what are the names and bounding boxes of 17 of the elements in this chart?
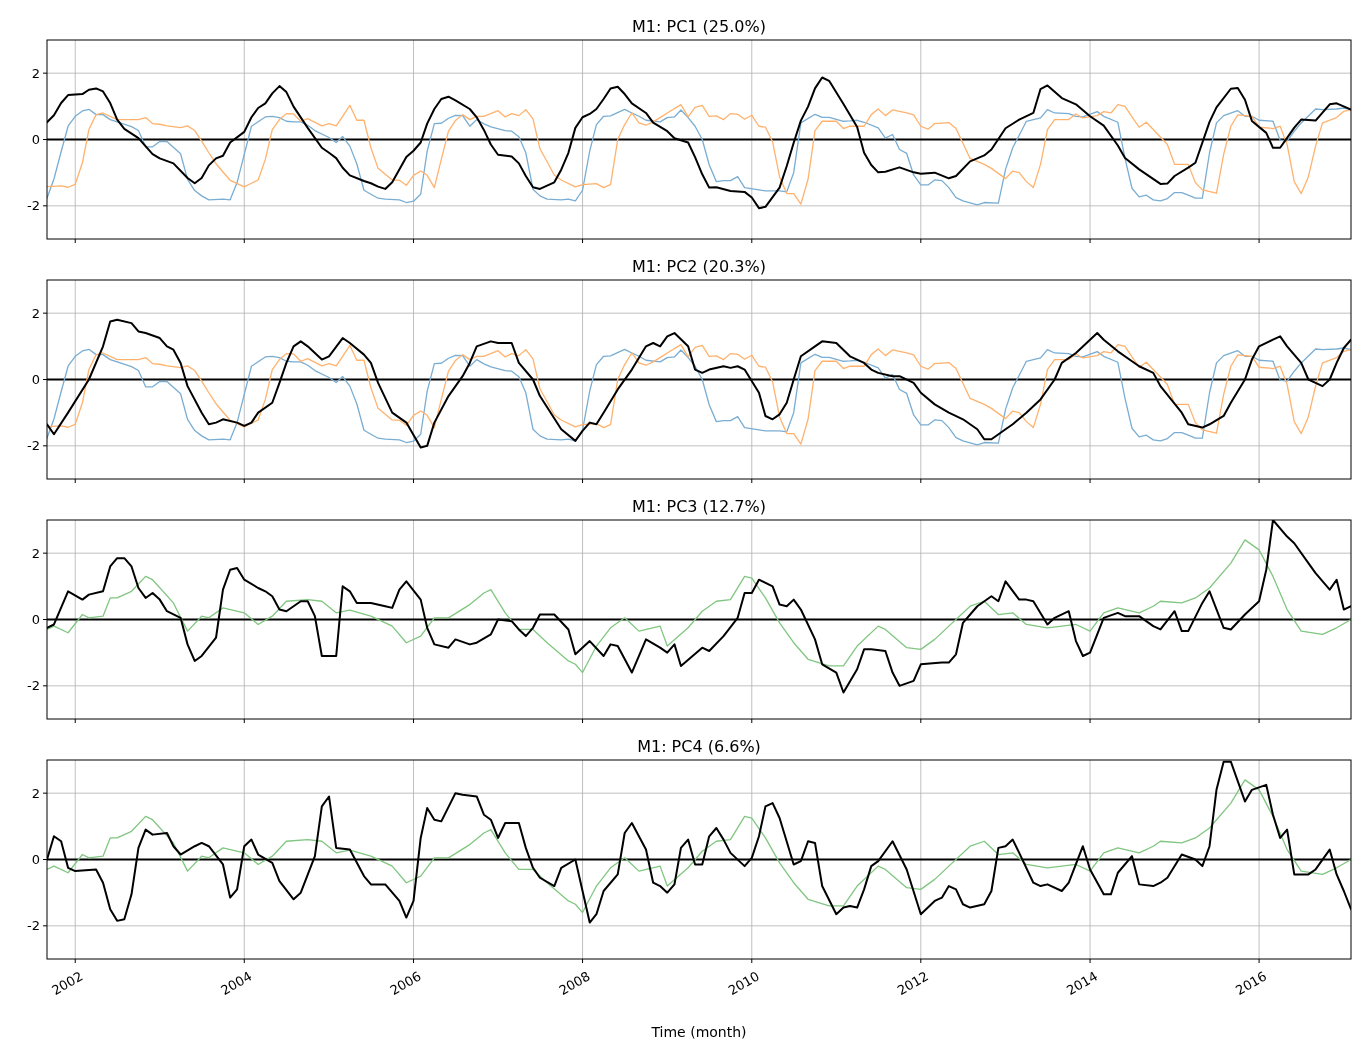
y-tick-label: 2 (31, 305, 40, 321)
y-tick-label: 0 (31, 852, 40, 868)
chart-title: M1: PC1 (25.0%) (632, 17, 766, 36)
y-tick-label: 2 (31, 545, 40, 561)
x-axis-title: Time (month) (650, 1024, 747, 1040)
y-tick-label: -2 (27, 198, 40, 214)
chart-title: M1: PC3 (12.7%) (632, 497, 766, 516)
y-tick-label: 0 (31, 612, 40, 628)
y-tick-label: -2 (27, 678, 40, 694)
chart-title: M1: PC4 (6.6%) (637, 737, 761, 756)
y-tick-label: -2 (27, 438, 40, 454)
y-tick-label: 0 (31, 132, 40, 148)
y-tick-label: 2 (31, 785, 40, 801)
y-tick-label: 0 (31, 372, 40, 388)
chart-title: M1: PC2 (20.3%) (632, 257, 766, 276)
y-tick-label: 2 (31, 65, 40, 81)
y-tick-label: -2 (27, 918, 40, 934)
